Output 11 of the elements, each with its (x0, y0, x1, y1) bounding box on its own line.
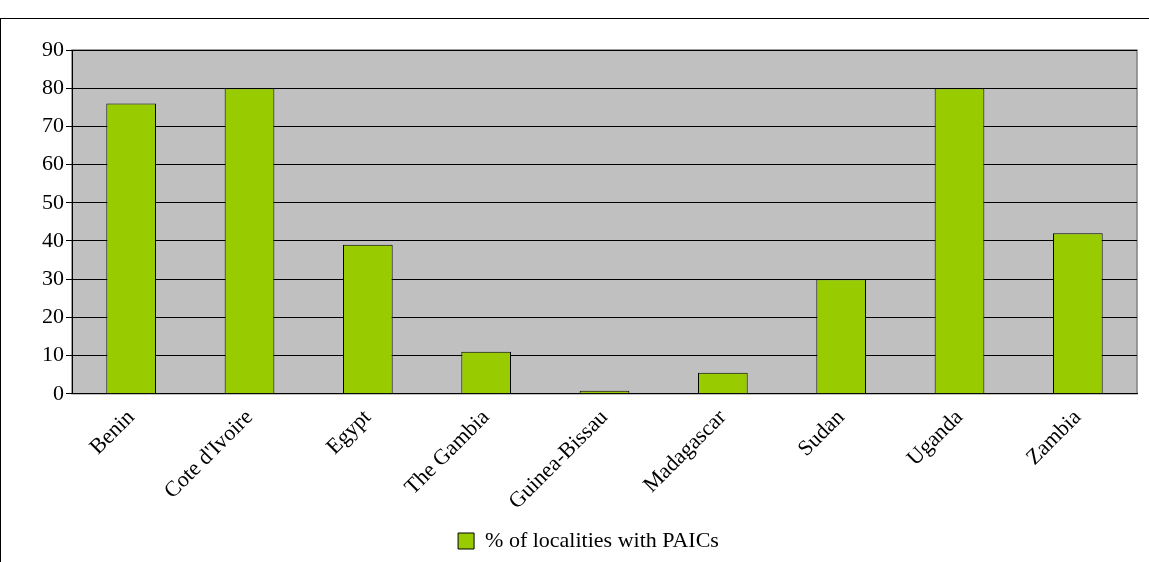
y-tick-label: 20 (42, 303, 64, 329)
y-tick-label: 10 (42, 341, 64, 367)
y-tick-label: 70 (42, 112, 64, 138)
y-tick-label: 50 (42, 188, 64, 214)
y-tick-label: 30 (42, 264, 64, 290)
legend-label: % of localities with PAICs (485, 526, 719, 552)
y-tick-label: 60 (42, 150, 64, 176)
y-tick-label: 40 (42, 226, 64, 252)
y-tick-label: 0 (53, 379, 64, 405)
y-tick-label: 80 (42, 73, 64, 99)
y-tick-label: 90 (42, 35, 64, 61)
